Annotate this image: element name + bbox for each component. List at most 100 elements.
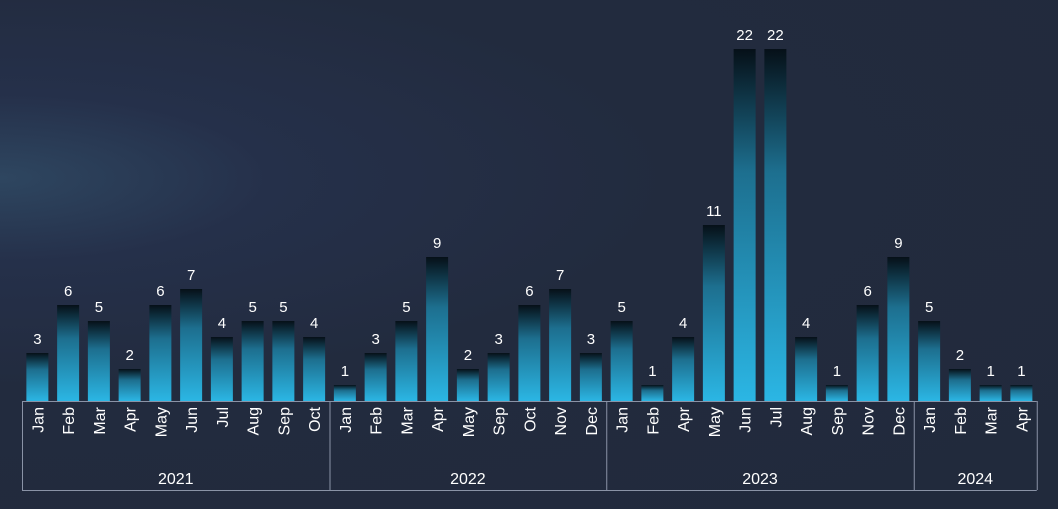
bar-2023-Jun: [733, 49, 756, 401]
data-label: 9: [894, 235, 902, 252]
x-tick-label: Apr: [676, 406, 693, 432]
bar-2022-Feb: [364, 353, 387, 401]
data-label: 2: [464, 347, 472, 364]
x-tick-label: Feb: [953, 407, 970, 435]
bar-2022-Apr: [426, 257, 449, 401]
bar-2021-Sep: [272, 321, 295, 401]
x-tick-label: Jan: [338, 407, 355, 433]
x-tick-label: Dec: [891, 407, 908, 435]
x-tick-label: Feb: [369, 407, 386, 435]
x-tick-label: Jan: [922, 407, 939, 433]
x-tick-label: Nov: [553, 407, 570, 435]
x-tick-label: Dec: [584, 407, 601, 435]
bar-2021-Oct: [303, 337, 326, 401]
bar-2021-Jan: [26, 353, 49, 401]
x-tick-label: Oct: [307, 406, 324, 431]
x-tick-label: Mar: [92, 406, 109, 434]
data-label: 1: [341, 363, 349, 380]
bar-2023-Dec: [887, 257, 910, 401]
bar-2021-Jun: [180, 289, 203, 401]
bar-2023-Sep: [825, 385, 848, 401]
x-tick-label: May: [153, 407, 170, 437]
x-tick-label: Aug: [799, 407, 816, 435]
bar-2022-May: [456, 369, 479, 401]
year-label: 2022: [450, 471, 486, 488]
x-tick-label: Apr: [123, 406, 140, 432]
bar-2023-Jul: [764, 49, 787, 401]
bar-2024-Apr: [1010, 385, 1033, 401]
bar-2021-Mar: [87, 321, 110, 401]
year-label: 2021: [158, 471, 194, 488]
data-label: 5: [617, 299, 625, 316]
data-label: 4: [802, 315, 810, 332]
data-label: 22: [767, 27, 784, 44]
x-tick-label: Nov: [861, 407, 878, 435]
data-label: 4: [218, 315, 226, 332]
bar-2023-Aug: [795, 337, 818, 401]
data-label: 5: [279, 299, 287, 316]
bar-2023-Feb: [641, 385, 664, 401]
x-tick-label: May: [707, 407, 724, 437]
data-label: 5: [95, 299, 103, 316]
data-label: 4: [679, 315, 687, 332]
data-label: 5: [925, 299, 933, 316]
bar-2024-Mar: [979, 385, 1002, 401]
data-label: 1: [986, 363, 994, 380]
data-label: 5: [248, 299, 256, 316]
data-label: 1: [1017, 363, 1025, 380]
data-label: 22: [736, 27, 753, 44]
data-label: 2: [956, 347, 964, 364]
data-label: 6: [525, 283, 533, 300]
data-label: 5: [402, 299, 410, 316]
data-label: 7: [187, 267, 195, 284]
bar-2021-Apr: [118, 369, 141, 401]
x-tick-label: Jul: [768, 407, 785, 427]
x-tick-label: Apr: [1014, 406, 1031, 432]
x-tick-label: May: [461, 407, 478, 437]
x-tick-label: Mar: [399, 406, 416, 434]
bar-2021-Jul: [210, 337, 233, 401]
bar-2022-Sep: [487, 353, 510, 401]
x-tick-label: Sep: [492, 407, 509, 436]
bar-2024-Feb: [948, 369, 971, 401]
x-tick-label: Sep: [830, 407, 847, 436]
x-tick-label: Sep: [276, 407, 293, 436]
bar-2023-May: [702, 225, 725, 401]
x-tick-label: Jun: [184, 407, 201, 433]
data-label: 7: [556, 267, 564, 284]
data-label: 3: [494, 331, 502, 348]
data-label: 9: [433, 235, 441, 252]
year-label: 2024: [957, 471, 993, 488]
bar-2024-Jan: [918, 321, 941, 401]
data-label: 6: [863, 283, 871, 300]
x-tick-label: Oct: [522, 406, 539, 431]
bar-2023-Nov: [856, 305, 879, 401]
data-label: 1: [833, 363, 841, 380]
data-label: 6: [156, 283, 164, 300]
x-tick-label: Apr: [430, 406, 447, 432]
bar-2022-Mar: [395, 321, 418, 401]
x-tick-label: Feb: [61, 407, 78, 435]
year-label: 2023: [742, 471, 778, 488]
data-label: 1: [648, 363, 656, 380]
data-label: 2: [125, 347, 133, 364]
bar-2022-Nov: [549, 289, 572, 401]
data-label: 6: [64, 283, 72, 300]
bar-2022-Dec: [579, 353, 602, 401]
bar-2022-Jan: [333, 385, 356, 401]
x-tick-label: Mar: [984, 406, 1001, 434]
data-label: 4: [310, 315, 318, 332]
bar-2023-Jan: [610, 321, 633, 401]
data-label: 3: [33, 331, 41, 348]
data-label: 11: [706, 203, 722, 220]
bar-2021-May: [149, 305, 172, 401]
bar-2021-Aug: [241, 321, 264, 401]
bar-2023-Apr: [672, 337, 695, 401]
bar-2021-Feb: [57, 305, 80, 401]
x-tick-label: Aug: [246, 407, 263, 435]
data-label: 3: [587, 331, 595, 348]
bar-2022-Oct: [518, 305, 541, 401]
x-tick-label: Jun: [738, 407, 755, 433]
data-label: 3: [371, 331, 379, 348]
